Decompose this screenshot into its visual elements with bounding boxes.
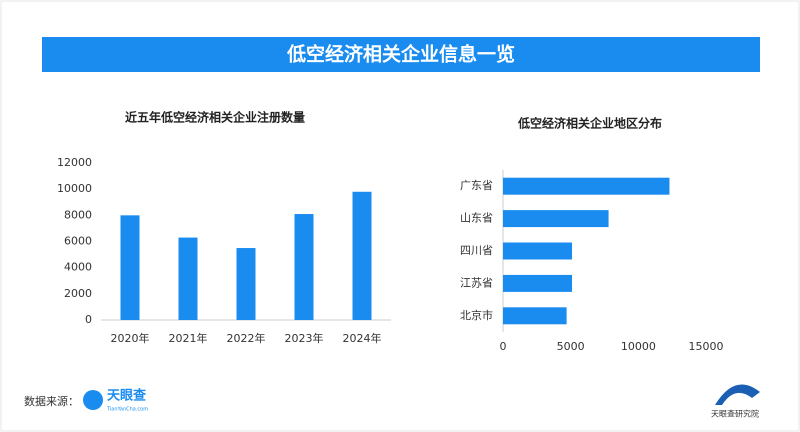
x-tick-label: 0: [500, 340, 507, 353]
y-tick-label: 6000: [64, 235, 92, 248]
bar: [236, 248, 256, 320]
page-title: 低空经济相关企业信息一览: [286, 43, 515, 66]
y-tick-label: 0: [85, 313, 92, 326]
x-tick-label: 2020年: [111, 331, 150, 345]
x-tick-label: 10000: [621, 340, 656, 353]
brand-icon: [715, 384, 760, 405]
header-banner: [42, 37, 760, 72]
source-site: TianYanCha.com: [106, 407, 148, 413]
bar: [294, 214, 314, 320]
y-tick-label: 广东省: [460, 179, 493, 192]
y-tick-label: 四川省: [460, 244, 493, 257]
y-tick-label: 12000: [57, 156, 92, 169]
x-tick-label: 2021年: [169, 331, 208, 345]
bar: [503, 210, 609, 228]
y-tick-label: 2000: [64, 287, 92, 300]
bar: [503, 274, 573, 292]
y-tick-label: 山东省: [460, 212, 493, 225]
source-icon: [83, 390, 103, 410]
source-label: 数据来源：: [24, 394, 79, 408]
source-logo: 天眼查: [107, 388, 147, 404]
brand: 天眼查研究院: [711, 409, 759, 419]
x-tick-label: 2022年: [227, 331, 266, 345]
x-tick-label: 15000: [689, 340, 724, 353]
bar: [178, 237, 198, 320]
x-tick-label: 5000: [557, 340, 585, 353]
x-tick-label: 2024年: [343, 331, 382, 345]
chart-title: 近五年低空经济相关企业注册数量: [125, 110, 305, 125]
chart-title: 低空经济相关企业地区分布: [517, 116, 662, 131]
bar: [120, 215, 140, 320]
y-tick-label: 8000: [64, 208, 92, 221]
bar: [503, 177, 670, 195]
x-tick-label: 2023年: [285, 331, 324, 345]
bar: [503, 307, 567, 325]
y-tick-label: 10000: [57, 182, 92, 195]
y-tick-label: 北京市: [460, 308, 493, 322]
bar: [352, 191, 372, 320]
bar: [503, 242, 573, 260]
y-tick-label: 4000: [64, 261, 92, 274]
y-tick-label: 江苏省: [460, 276, 493, 289]
